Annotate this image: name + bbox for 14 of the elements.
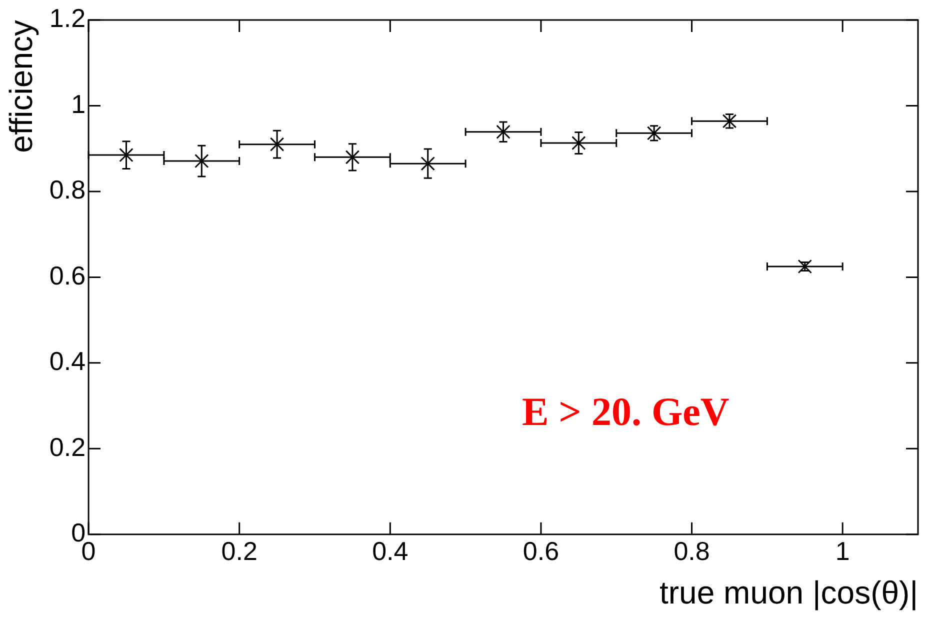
x-axis-title: true muon |cos(θ)| bbox=[660, 574, 918, 611]
y-tick-label: 0.2 bbox=[49, 432, 86, 462]
x-tick-label: 1 bbox=[835, 536, 850, 566]
y-tick-label: 0.8 bbox=[49, 174, 86, 205]
x-tick-label: 0.4 bbox=[372, 536, 408, 566]
y-tick-label: 0.4 bbox=[49, 346, 86, 376]
x-tick-label: 0.2 bbox=[221, 536, 258, 566]
y-tick-label: 1.2 bbox=[49, 3, 86, 34]
y-axis-title: efficiency bbox=[3, 20, 40, 153]
annotation: E > 20. GeV bbox=[522, 388, 730, 435]
y-tick-label: 1 bbox=[71, 88, 86, 119]
x-tick-label: 0.6 bbox=[522, 536, 560, 566]
y-tick-label: 0.6 bbox=[49, 260, 86, 290]
x-tick-label: 0.8 bbox=[674, 536, 710, 566]
